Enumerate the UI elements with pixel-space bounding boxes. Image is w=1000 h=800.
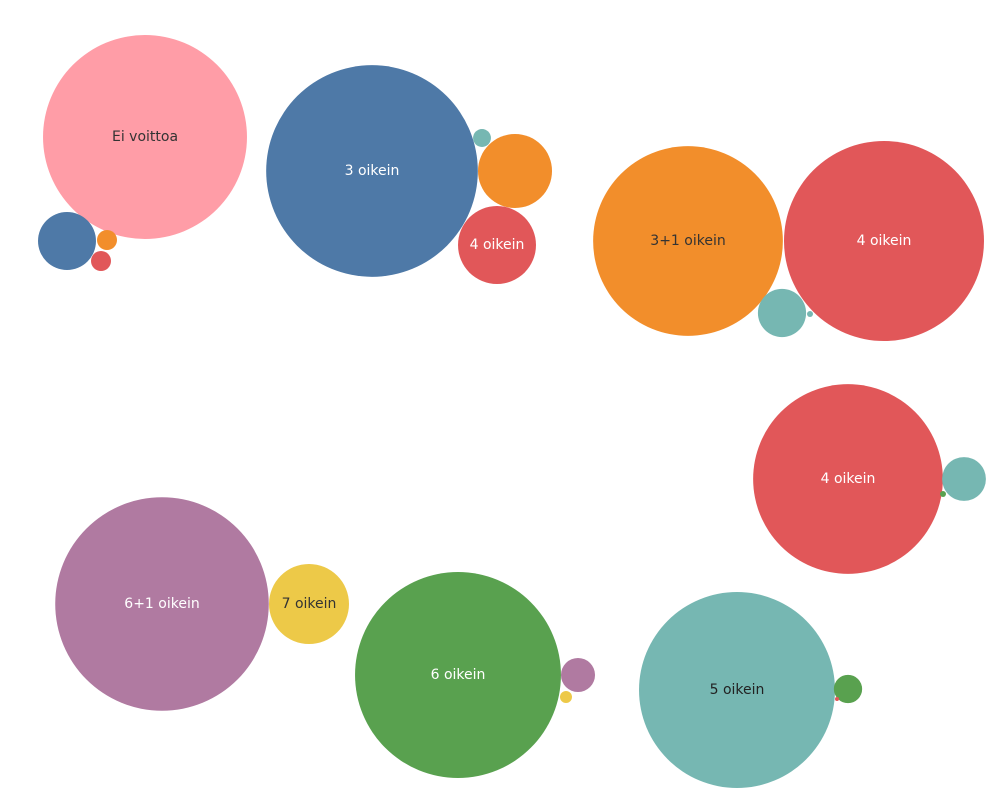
bubble — [458, 206, 536, 284]
bubble — [757, 288, 807, 338]
bubble — [835, 697, 839, 701]
bubble-label: 5 oikein — [710, 682, 765, 698]
bubble — [91, 251, 111, 271]
bubble-label: 6 oikein — [431, 667, 486, 683]
bubble — [753, 384, 943, 574]
bubble — [266, 65, 478, 277]
bubble-label: 4 oikein — [857, 233, 912, 249]
bubble — [38, 212, 96, 270]
bubble-label: Ei voittoa — [112, 129, 178, 145]
bubble — [593, 146, 783, 336]
bubble — [784, 141, 984, 341]
bubble-label: 7 oikein — [282, 596, 337, 612]
bubble-label: 3+1 oikein — [650, 233, 725, 249]
bubble — [269, 564, 349, 644]
bubble — [355, 572, 561, 778]
bubble — [97, 230, 117, 250]
bubble — [940, 491, 946, 497]
bubble — [43, 35, 247, 239]
bubble-label: 6+1 oikein — [124, 596, 199, 612]
bubble — [942, 457, 986, 501]
bubble — [639, 592, 835, 788]
bubble — [833, 674, 863, 704]
bubble-label: 4 oikein — [821, 471, 876, 487]
bubble-label: 4 oikein — [470, 237, 525, 253]
bubble — [560, 691, 572, 703]
bubble — [560, 657, 596, 693]
bubble — [55, 497, 269, 711]
bubble — [807, 311, 813, 317]
bubble-label: 3 oikein — [345, 163, 400, 179]
bubble — [477, 133, 553, 209]
bubble — [473, 129, 491, 147]
